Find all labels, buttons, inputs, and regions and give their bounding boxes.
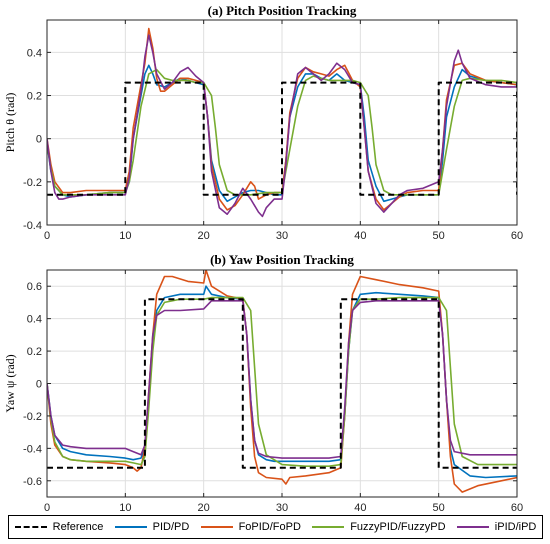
x-tick-label: 60 — [511, 502, 523, 514]
legend-label: FuzzyPID/FuzzyPD — [350, 521, 446, 533]
legend-label: PID/PD — [152, 521, 190, 533]
legend-label: Reference — [52, 521, 104, 533]
chart-title: (a) Pitch Position Tracking — [208, 3, 357, 18]
series-line-fopid-fopd — [47, 270, 517, 493]
y-tick-label: -0.2 — [23, 411, 42, 423]
x-tick-label: 0 — [44, 502, 50, 514]
y-tick-label: -0.4 — [23, 220, 42, 232]
legend-label: iPID/iPD — [494, 521, 537, 533]
legend-swatch-reference — [14, 526, 47, 528]
y-tick-label: -0.4 — [23, 443, 42, 455]
legend: Reference PID/PD FoPID/FoPD FuzzyPID/Fuz… — [8, 515, 543, 539]
x-tick-label: 30 — [276, 230, 288, 242]
x-tick-label: 50 — [433, 230, 445, 242]
y-tick-label: 0.4 — [27, 47, 42, 59]
legend-label: FoPID/FoPD — [238, 521, 301, 533]
y-tick-label: 0.6 — [27, 281, 42, 293]
y-tick-label: 0.4 — [27, 314, 42, 326]
x-tick-label: 20 — [198, 230, 210, 242]
chart-panel-yaw: 0 10 20 30 40 50 60 -0.6 -0.4 -0.2 0 0.2 0.4 0.6 (b) Y… — [3, 252, 523, 529]
x-tick-label: 30 — [276, 502, 288, 514]
y-tick-label: -0.6 — [23, 476, 42, 488]
y-tick-label: 0.2 — [27, 346, 42, 358]
x-tick-label: 10 — [119, 230, 131, 242]
series-line-reference — [47, 81, 517, 196]
y-axis-label: Yaw ψ (rad) — [3, 354, 17, 412]
legend-swatch-fopid — [200, 526, 233, 528]
legend-item-fopid: FoPID/FoPD — [200, 521, 301, 533]
series-line-reference — [47, 298, 517, 469]
x-tick-label: 60 — [511, 230, 523, 242]
series-line-ipid-ipd — [47, 300, 517, 459]
x-tick-label: 20 — [198, 502, 210, 514]
legend-item-reference: Reference — [14, 521, 104, 533]
legend-swatch-fuzzy — [312, 526, 345, 528]
x-tick-label: 40 — [354, 502, 366, 514]
series-line-ipid-ipd — [47, 34, 517, 218]
y-tick-label: 0 — [36, 134, 42, 146]
chart-panel-pitch: 0 10 20 30 40 50 60 -0.4 -0.2 0 0.2 0.4 (a) Pitch Po… — [3, 3, 523, 242]
legend-item-pid: PID/PD — [114, 521, 190, 533]
x-tick-label: 50 — [433, 502, 445, 514]
legend-swatch-pid — [114, 526, 147, 528]
x-tick-label: 10 — [119, 502, 131, 514]
x-tick-label: 0 — [44, 230, 50, 242]
y-tick-label: 0.2 — [27, 91, 42, 103]
legend-swatch-ipid — [456, 526, 489, 528]
chart-title: (b) Yaw Position Tracking — [210, 252, 354, 267]
legend-item-fuzzy: FuzzyPID/FuzzyPD — [312, 521, 446, 533]
y-tick-label: 0 — [36, 379, 42, 391]
series-line-fuzzypid-fuzzypd — [47, 296, 517, 467]
y-tick-label: -0.2 — [23, 177, 42, 189]
legend-item-ipid: iPID/iPD — [456, 521, 537, 533]
y-axis-label: Pitch θ (rad) — [3, 93, 17, 153]
x-tick-label: 40 — [354, 230, 366, 242]
